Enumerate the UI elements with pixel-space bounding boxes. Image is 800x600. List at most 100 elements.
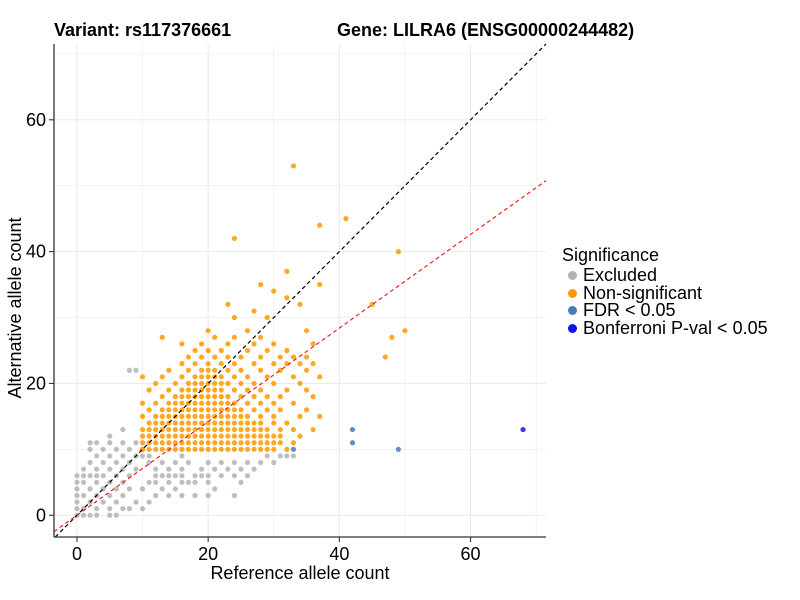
point-non-significant (264, 446, 270, 452)
point-non-significant (159, 374, 165, 380)
reference-lines (53, 43, 547, 538)
point-non-significant (199, 407, 205, 413)
point-non-significant (166, 400, 172, 406)
point-non-significant (199, 367, 205, 373)
point-non-significant (205, 374, 211, 380)
point-excluded (80, 512, 87, 518)
point-non-significant (218, 446, 224, 452)
point-non-significant (199, 440, 205, 446)
point-non-significant (192, 387, 198, 393)
point-non-significant (185, 413, 192, 419)
point-non-significant (271, 380, 277, 387)
point-excluded (87, 486, 93, 492)
point-non-significant (277, 426, 283, 433)
point-fdr-0-05 (395, 446, 401, 452)
point-non-significant (146, 420, 152, 426)
point-non-significant (310, 341, 316, 347)
point-excluded (80, 466, 87, 472)
legend-label-excluded: Excluded (583, 265, 658, 286)
point-non-significant (172, 394, 178, 400)
point-excluded (94, 453, 100, 459)
point-non-significant (205, 413, 211, 419)
legend-key-bonferroni (568, 323, 577, 333)
point-excluded (87, 512, 93, 518)
point-non-significant (205, 367, 211, 373)
point-excluded (133, 440, 139, 446)
point-non-significant (264, 394, 270, 400)
point-excluded (94, 479, 100, 485)
point-non-significant (258, 420, 264, 426)
point-excluded (94, 506, 100, 512)
point-non-significant (389, 334, 395, 340)
point-non-significant (212, 380, 218, 387)
x-tick-label: 20 (198, 544, 218, 564)
point-fdr-0-05 (290, 446, 297, 452)
point-non-significant (238, 440, 244, 446)
point-non-significant (284, 420, 290, 426)
point-non-significant (179, 394, 185, 400)
point-excluded (74, 479, 80, 485)
point-non-significant (284, 295, 290, 301)
point-non-significant (258, 400, 264, 406)
point-non-significant (244, 433, 251, 439)
point-non-significant (258, 334, 264, 340)
point-non-significant (284, 387, 290, 393)
point-non-significant (185, 354, 192, 360)
point-excluded (244, 473, 251, 479)
point-non-significant (153, 440, 159, 446)
point-non-significant (185, 420, 192, 426)
point-excluded (94, 466, 100, 472)
point-excluded (153, 492, 159, 499)
point-non-significant (205, 328, 211, 334)
point-non-significant (238, 367, 244, 373)
point-non-significant (192, 400, 198, 406)
point-excluded (100, 446, 106, 452)
point-non-significant (277, 407, 283, 413)
point-non-significant (192, 420, 198, 426)
point-non-significant (166, 413, 172, 419)
point-non-significant (185, 387, 192, 393)
point-non-significant (153, 400, 159, 406)
point-non-significant (290, 426, 297, 433)
point-non-significant (238, 413, 244, 419)
point-non-significant (225, 354, 231, 360)
point-non-significant (231, 440, 237, 446)
point-excluded (166, 473, 172, 479)
point-non-significant (172, 446, 178, 452)
point-non-significant (244, 347, 251, 354)
point-non-significant (258, 413, 264, 419)
point-excluded (94, 440, 100, 446)
point-fdr-0-05 (349, 440, 356, 446)
point-excluded (238, 466, 244, 472)
point-non-significant (185, 394, 192, 400)
point-non-significant (251, 420, 257, 426)
point-excluded (120, 426, 126, 433)
point-excluded (80, 492, 87, 499)
x-tick-label: 60 (461, 544, 481, 564)
point-non-significant (297, 361, 303, 367)
point-non-significant (258, 433, 264, 439)
fit-line (53, 180, 547, 533)
point-non-significant (231, 334, 237, 340)
point-non-significant (238, 394, 244, 400)
point-non-significant (238, 433, 244, 439)
legend-key-fdr (568, 306, 577, 316)
point-non-significant (310, 361, 316, 367)
point-excluded (126, 506, 133, 512)
point-non-significant (146, 407, 152, 413)
point-non-significant (244, 387, 251, 393)
point-non-significant (231, 433, 237, 439)
point-excluded (284, 453, 290, 459)
point-excluded (192, 479, 198, 485)
point-non-significant (205, 407, 211, 413)
point-non-significant (258, 367, 264, 373)
point-non-significant (271, 341, 277, 347)
point-non-significant (199, 400, 205, 406)
point-non-significant (192, 374, 198, 380)
point-non-significant (258, 354, 264, 360)
point-non-significant (271, 433, 277, 439)
point-non-significant (159, 446, 165, 452)
point-excluded (87, 459, 93, 466)
point-non-significant (264, 347, 270, 354)
point-non-significant (238, 380, 244, 387)
